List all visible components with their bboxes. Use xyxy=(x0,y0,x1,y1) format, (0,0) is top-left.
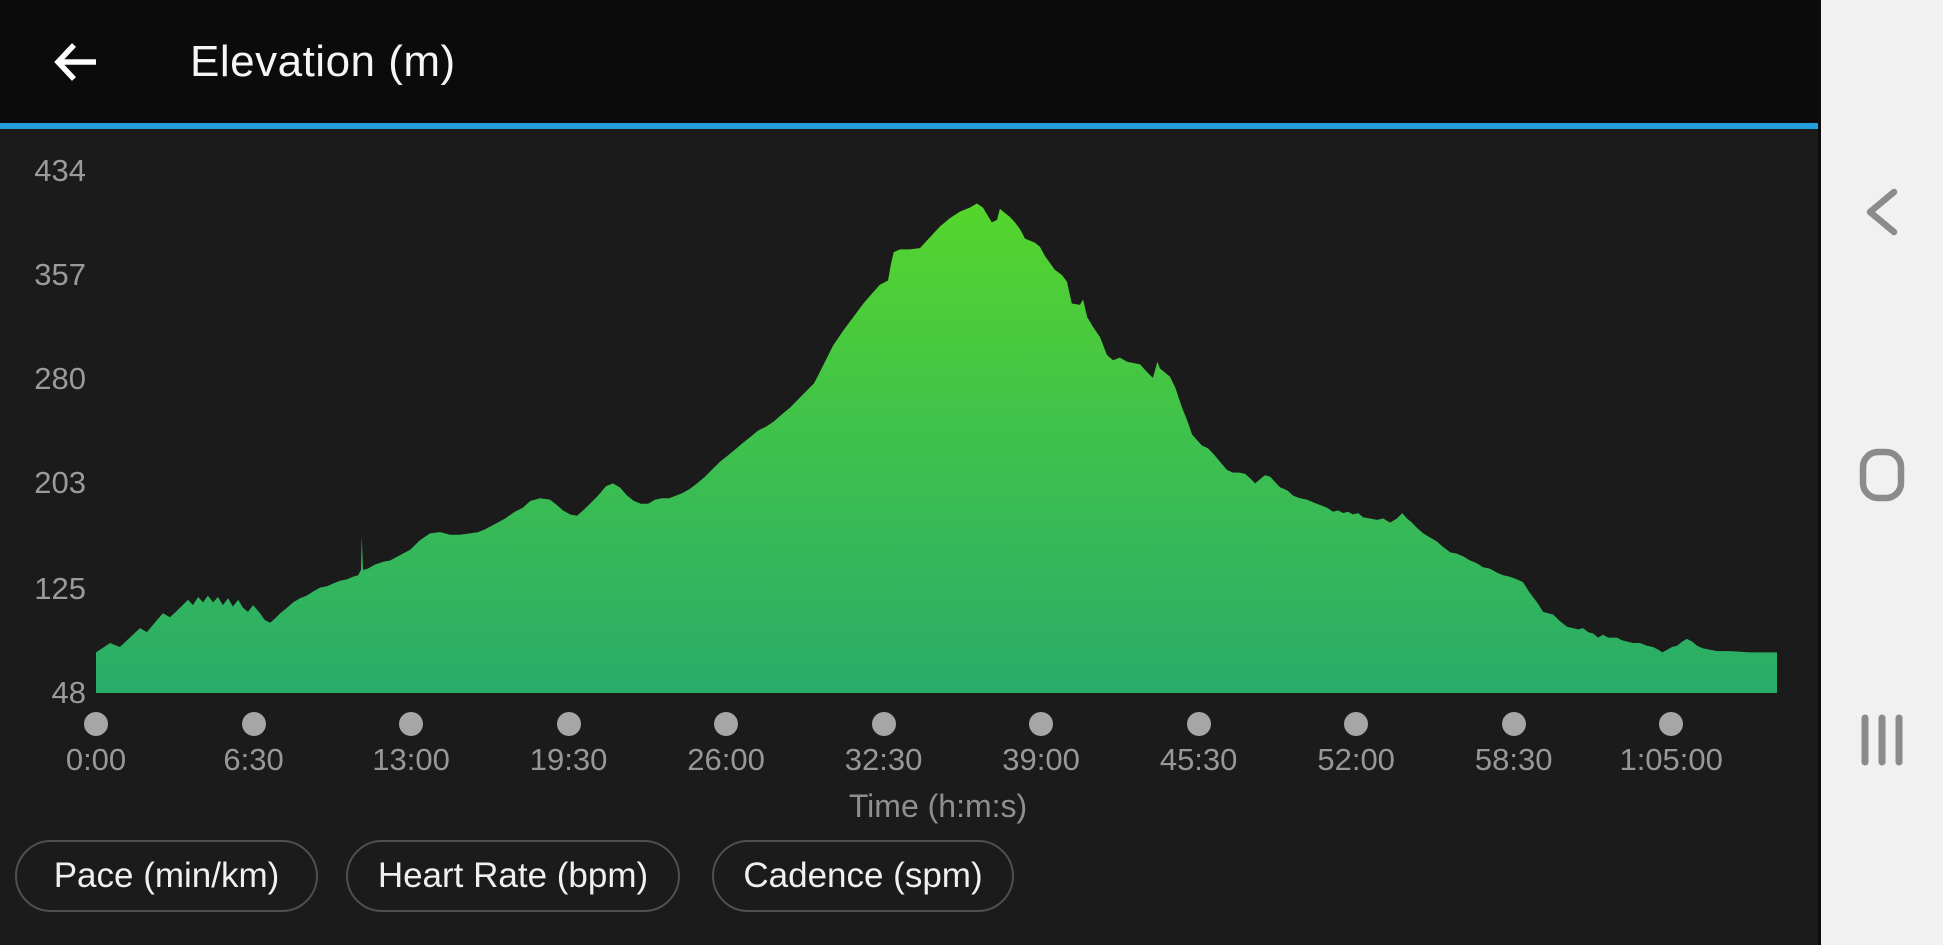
back-chevron-icon xyxy=(1861,185,1903,239)
x-axis-tick-dot xyxy=(1029,712,1054,736)
android-navigation-bar xyxy=(1818,0,1943,945)
x-axis-tick-dot xyxy=(871,712,896,736)
x-axis-label: 52:00 xyxy=(1317,742,1395,777)
y-axis-label: 357 xyxy=(34,257,86,293)
nav-recents-button[interactable] xyxy=(1821,680,1943,800)
y-axis-label: 48 xyxy=(51,675,86,710)
y-axis-label: 125 xyxy=(34,570,86,606)
elevation-area-chart[interactable] xyxy=(0,0,1818,945)
x-axis-tick-dot xyxy=(1186,712,1211,736)
x-axis-label: 39:00 xyxy=(1002,742,1080,777)
home-icon xyxy=(1859,448,1905,502)
y-axis-label: 434 xyxy=(34,153,86,188)
x-axis-title: Time (h:m:s) xyxy=(848,788,1028,824)
x-axis-label: 32:30 xyxy=(844,742,923,777)
accent-divider xyxy=(0,123,1818,129)
x-axis-label: 0:00 xyxy=(65,742,127,777)
page-title: Elevation (m) xyxy=(190,36,456,86)
y-axis-label: 280 xyxy=(34,361,86,397)
x-axis-tick-dot xyxy=(241,712,266,736)
x-axis-tick-dot xyxy=(1501,712,1526,736)
arrow-left-icon xyxy=(53,41,99,83)
x-axis-label: 58:30 xyxy=(1474,742,1553,777)
elevation-area-shape xyxy=(96,203,1777,693)
heart-rate-button[interactable]: Heart Rate (bpm) xyxy=(346,840,680,912)
x-axis-label: 6:30 xyxy=(223,742,284,777)
x-axis-tick-dot xyxy=(556,712,581,736)
cadence-button[interactable]: Cadence (spm) xyxy=(712,840,1014,912)
x-axis-tick-dot xyxy=(714,712,739,736)
x-axis-tick-dot xyxy=(84,712,108,736)
recents-icon xyxy=(1859,712,1905,768)
pace-button[interactable]: Pace (min/km) xyxy=(15,840,318,912)
x-axis-label: 1:05:00 xyxy=(1619,742,1723,777)
x-axis-tick-dot xyxy=(1344,712,1369,736)
back-button[interactable] xyxy=(50,36,102,88)
nav-back-button[interactable] xyxy=(1821,152,1943,272)
x-axis-tick-dot xyxy=(399,712,424,736)
x-axis-label: 19:30 xyxy=(529,742,608,777)
nav-home-button[interactable] xyxy=(1821,415,1943,535)
x-axis-tick-dot xyxy=(1659,712,1684,736)
y-axis-label: 203 xyxy=(34,465,86,501)
x-axis-label: 13:00 xyxy=(372,742,450,777)
header-bar: Elevation (m) xyxy=(0,0,1818,123)
x-axis-label: 45:30 xyxy=(1159,742,1238,777)
x-axis-label: 26:00 xyxy=(687,742,765,777)
